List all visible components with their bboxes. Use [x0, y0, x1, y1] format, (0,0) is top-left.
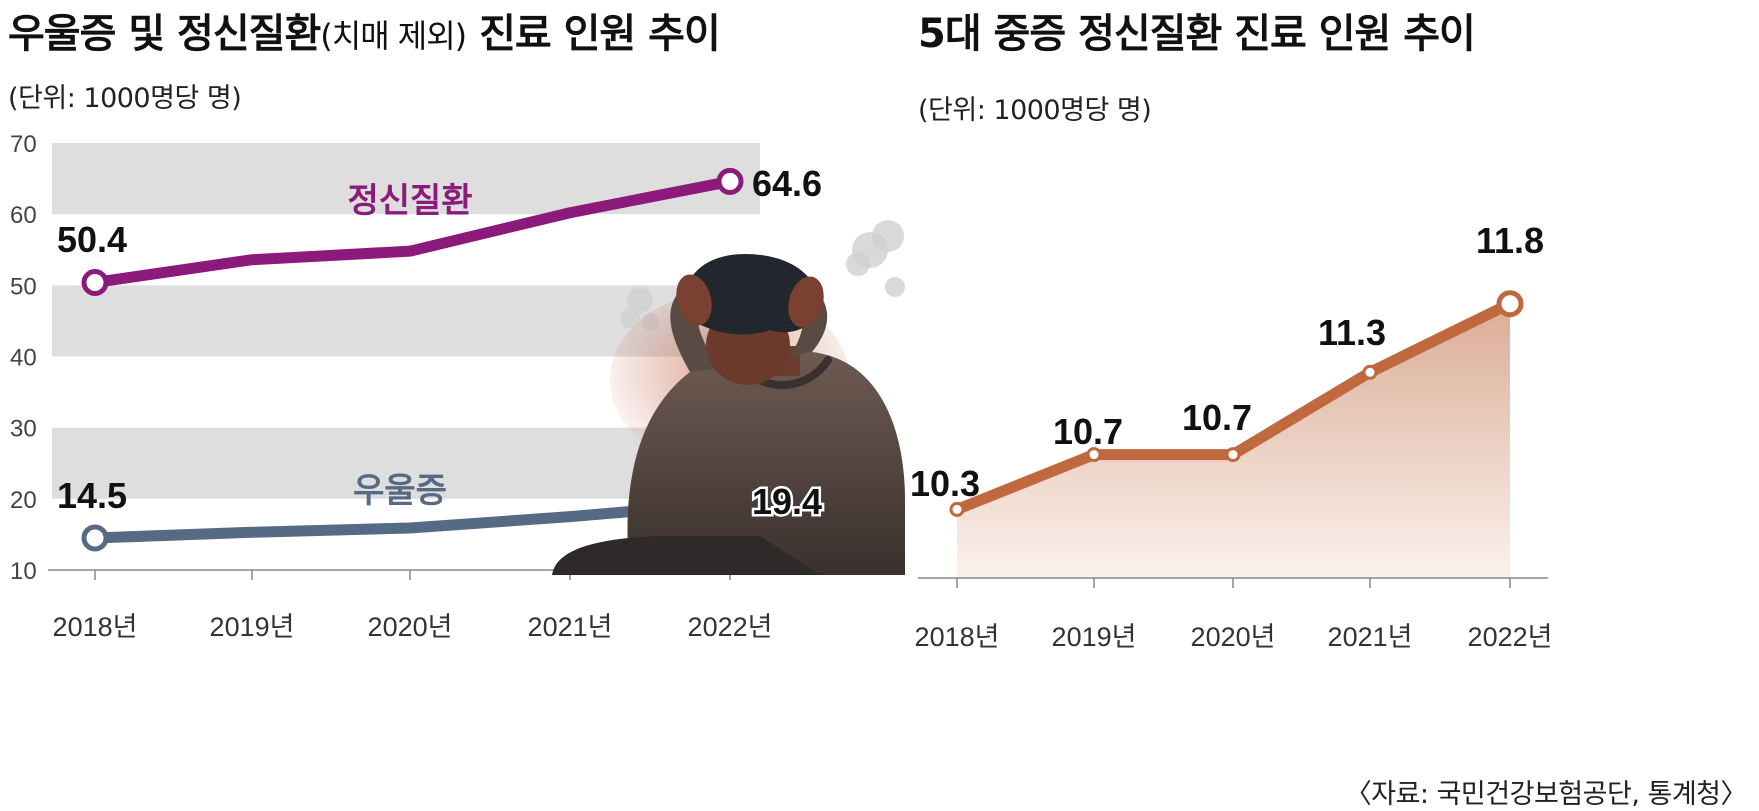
data-point: [1225, 447, 1241, 463]
right-chart-title: 5대 중증 정신질환 진료 인원 추이: [918, 11, 1476, 57]
data-label: 10.7: [1053, 411, 1123, 452]
left-chart-title: 우울증 및 정신질환(치매 제외) 진료 인원 추이: [8, 11, 721, 57]
y-tick-label: 30: [10, 416, 37, 443]
data-point: [1362, 364, 1378, 380]
smoke-puff: [885, 277, 905, 297]
series-line-mental: [89, 175, 736, 288]
y-tick-label: 70: [10, 131, 37, 158]
source-note: 〈자료: 국민건강보험공단, 통계청〉: [1344, 779, 1748, 810]
data-point: [716, 167, 744, 195]
series-label-depression: 우울증: [353, 472, 447, 510]
left-unit-label: (단위: 1000명당 명): [8, 83, 242, 114]
right-hand: [788, 276, 824, 328]
legs-shape: [552, 536, 820, 575]
left-title-main: 우울증 및 정신질환: [8, 11, 321, 57]
x-tick-label: 2020년: [1191, 622, 1276, 652]
y-tick-label: 10: [10, 558, 37, 585]
left-title-tail: 진료 인원 추이: [479, 11, 721, 57]
data-label: 11.3: [1318, 312, 1386, 353]
x-tick-label: 2021년: [528, 612, 613, 642]
left-title-paren: (치매 제외): [320, 17, 467, 55]
data-point: [949, 501, 965, 517]
stressed-person-illustration: [552, 220, 905, 575]
x-tick-label: 2018년: [53, 612, 138, 642]
y-tick-label: 40: [10, 345, 37, 372]
data-point: [81, 268, 109, 296]
series-label-mental: 정신질환: [347, 182, 472, 220]
hair: [685, 254, 821, 335]
data-label: 64.6: [752, 163, 822, 204]
series-line-depression: [89, 497, 736, 544]
smoke-puff: [846, 252, 870, 276]
right-unit-label: (단위: 1000명당 명): [918, 95, 1152, 126]
x-tick-label: 2022년: [688, 612, 773, 642]
x-tick-label: 2019년: [1052, 622, 1137, 652]
x-tick-label: 2020년: [368, 612, 453, 642]
data-point: [1086, 447, 1102, 463]
x-tick-label: 2022년: [1468, 622, 1553, 652]
smoke-puff: [627, 287, 653, 313]
smoke-puff: [872, 220, 904, 252]
data-label: 14.5: [57, 475, 127, 516]
data-point: [81, 524, 109, 552]
data-label: 50.4: [57, 219, 127, 260]
data-label: 10.7: [1182, 397, 1252, 438]
data-label: 10.3: [910, 463, 980, 504]
data-label: 11.8: [1476, 220, 1544, 261]
x-tick-label: 2019년: [210, 612, 295, 642]
shirt-shape: [627, 352, 905, 575]
y-tick-label: 50: [10, 273, 37, 300]
x-tick-label: 2021년: [1328, 622, 1413, 652]
data-label: 19.4: [752, 481, 822, 522]
smoke-puff: [620, 308, 640, 328]
y-tick-label: 60: [10, 202, 37, 229]
x-tick-label: 2018년: [915, 622, 1000, 652]
left-hand: [676, 274, 712, 326]
data-point: [1496, 290, 1524, 318]
y-tick-label: 20: [10, 487, 37, 514]
